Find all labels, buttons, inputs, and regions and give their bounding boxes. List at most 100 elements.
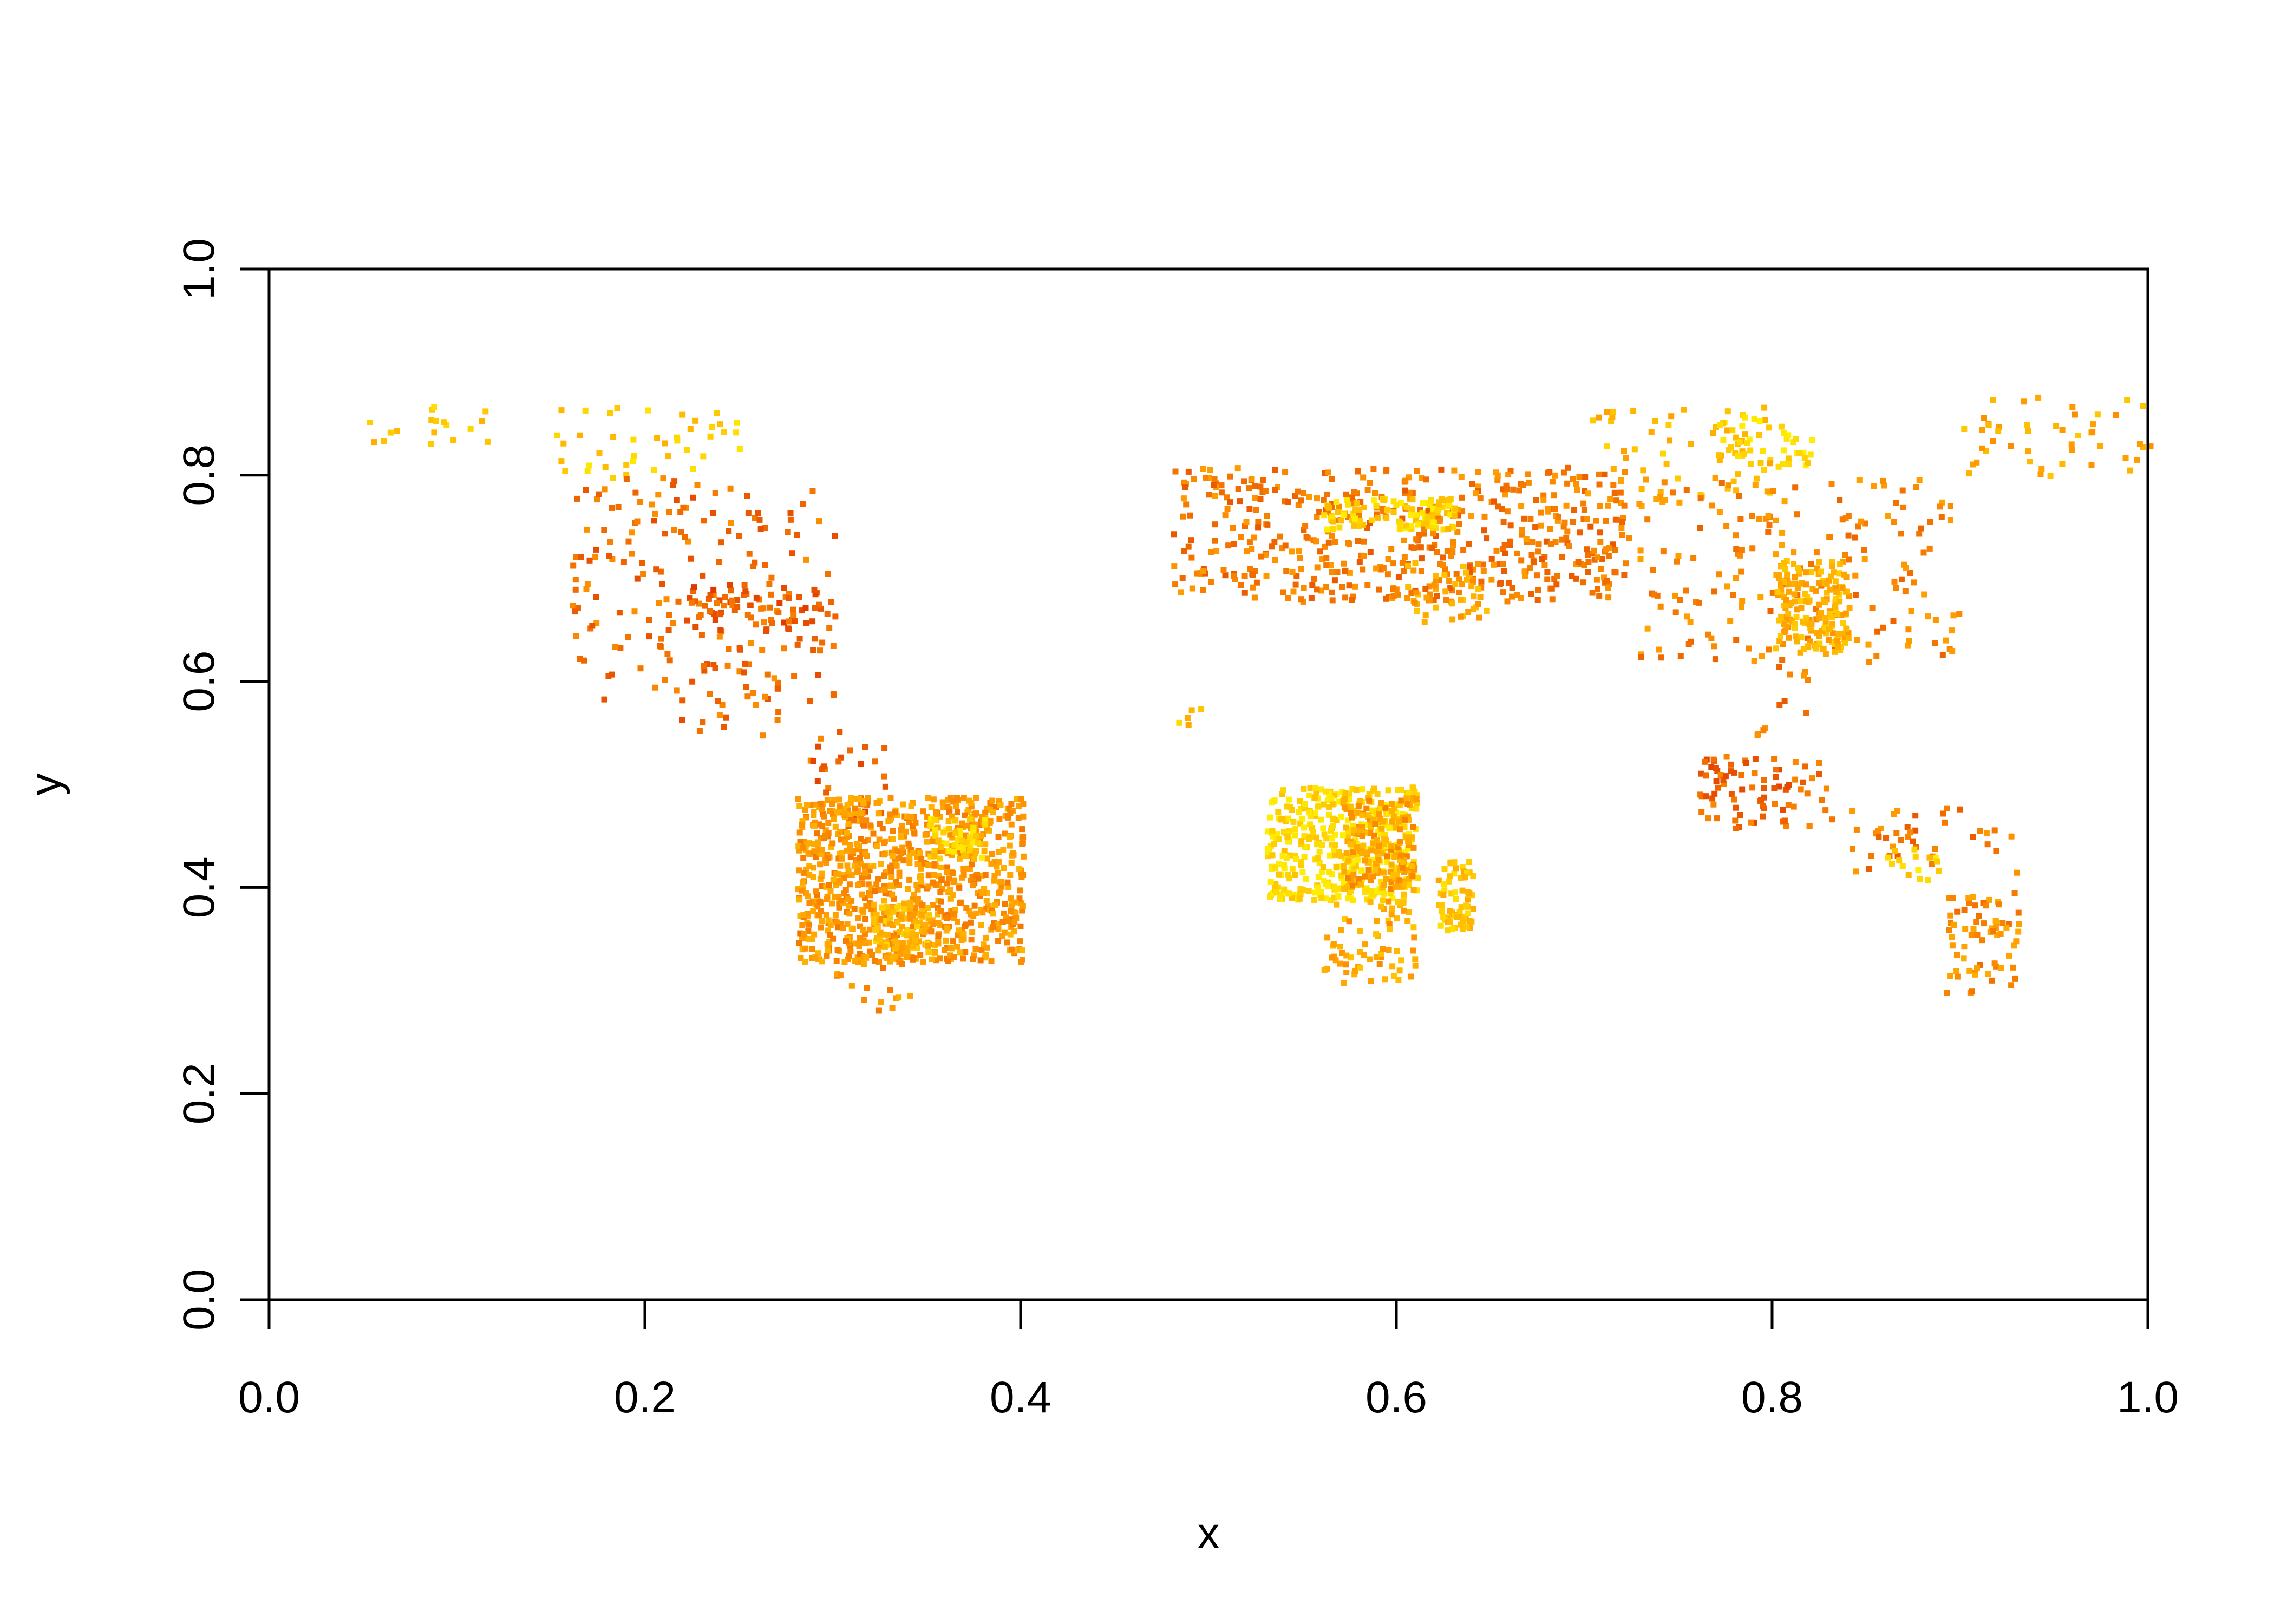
data-point xyxy=(1780,461,1786,467)
data-point xyxy=(950,879,957,885)
data-point xyxy=(865,795,871,801)
data-point xyxy=(1384,571,1391,578)
data-point xyxy=(1766,522,1773,528)
data-point xyxy=(657,643,663,649)
data-point xyxy=(1753,475,1760,482)
data-point xyxy=(994,899,1000,905)
data-point xyxy=(930,902,936,908)
data-point xyxy=(1613,497,1620,504)
x-tick-label: 1.0 xyxy=(2117,1373,2179,1422)
data-point xyxy=(829,900,835,907)
data-point xyxy=(1575,559,1582,565)
data-point xyxy=(1702,758,1708,765)
data-point xyxy=(1370,466,1377,472)
data-point xyxy=(847,747,853,754)
data-point xyxy=(851,906,858,912)
data-point xyxy=(866,926,873,933)
data-point xyxy=(971,856,977,862)
data-point xyxy=(1329,954,1335,961)
data-point xyxy=(1653,496,1659,502)
data-point xyxy=(781,619,787,626)
data-point xyxy=(1276,871,1282,878)
data-point xyxy=(1547,526,1553,532)
data-point xyxy=(1783,597,1789,603)
data-point xyxy=(904,932,910,939)
data-point xyxy=(1832,604,1838,610)
data-point xyxy=(964,809,971,815)
data-point xyxy=(1518,503,1525,509)
data-point xyxy=(988,860,995,867)
data-point xyxy=(1918,525,1924,532)
data-point xyxy=(838,898,845,904)
data-point xyxy=(1435,507,1442,513)
data-point xyxy=(1698,770,1704,777)
data-point xyxy=(674,497,680,503)
data-point xyxy=(1816,640,1823,647)
data-point xyxy=(1504,598,1511,605)
data-point xyxy=(956,885,963,891)
data-point xyxy=(968,911,973,918)
data-point xyxy=(1401,537,1407,543)
data-point xyxy=(572,608,578,615)
data-point xyxy=(1883,835,1889,841)
data-point xyxy=(1822,630,1829,637)
data-point xyxy=(809,935,815,942)
data-point xyxy=(1172,468,1179,475)
data-point xyxy=(1018,796,1024,802)
data-point xyxy=(1949,627,1955,634)
data-point xyxy=(1994,932,2001,938)
data-point xyxy=(817,647,823,654)
data-point xyxy=(1405,813,1412,820)
data-point xyxy=(1335,509,1341,515)
data-point xyxy=(851,817,857,824)
data-point xyxy=(1910,838,1916,844)
data-point xyxy=(1331,883,1338,890)
data-point xyxy=(884,954,890,961)
data-point xyxy=(2059,427,2066,433)
data-point xyxy=(818,908,824,914)
data-point xyxy=(1433,573,1439,579)
data-point xyxy=(924,905,931,911)
data-point xyxy=(817,899,824,905)
data-point xyxy=(898,834,904,840)
data-point xyxy=(1402,849,1409,855)
data-point xyxy=(981,848,988,854)
data-point xyxy=(1225,542,1232,549)
data-point xyxy=(861,931,868,937)
data-point xyxy=(819,958,825,965)
data-point xyxy=(941,947,948,953)
data-point xyxy=(881,887,888,893)
data-point xyxy=(583,586,590,592)
data-point xyxy=(744,612,751,618)
data-point xyxy=(852,810,858,816)
data-point xyxy=(901,906,907,912)
data-point xyxy=(1303,876,1309,882)
data-point xyxy=(1443,597,1449,603)
data-point xyxy=(948,795,954,801)
data-point xyxy=(906,876,913,883)
data-point xyxy=(1388,846,1394,853)
data-point xyxy=(998,883,1005,890)
data-point xyxy=(1315,795,1321,802)
data-point xyxy=(1360,474,1367,481)
data-point xyxy=(1793,614,1800,620)
data-point xyxy=(1764,488,1770,495)
data-point xyxy=(802,958,808,965)
data-point xyxy=(1969,988,1975,995)
data-point xyxy=(943,937,949,944)
data-point xyxy=(467,425,474,432)
data-point xyxy=(1835,634,1841,640)
data-point xyxy=(1338,518,1344,524)
data-point xyxy=(848,872,855,878)
data-point xyxy=(862,940,869,947)
data-point xyxy=(1777,580,1783,587)
data-point xyxy=(970,824,977,831)
data-point xyxy=(1313,538,1319,545)
data-point xyxy=(1736,552,1743,559)
data-point xyxy=(812,954,818,961)
data-point xyxy=(1396,826,1403,833)
data-point xyxy=(718,539,724,546)
data-point xyxy=(1336,503,1342,510)
data-point xyxy=(889,1005,896,1011)
data-point xyxy=(1767,457,1774,463)
